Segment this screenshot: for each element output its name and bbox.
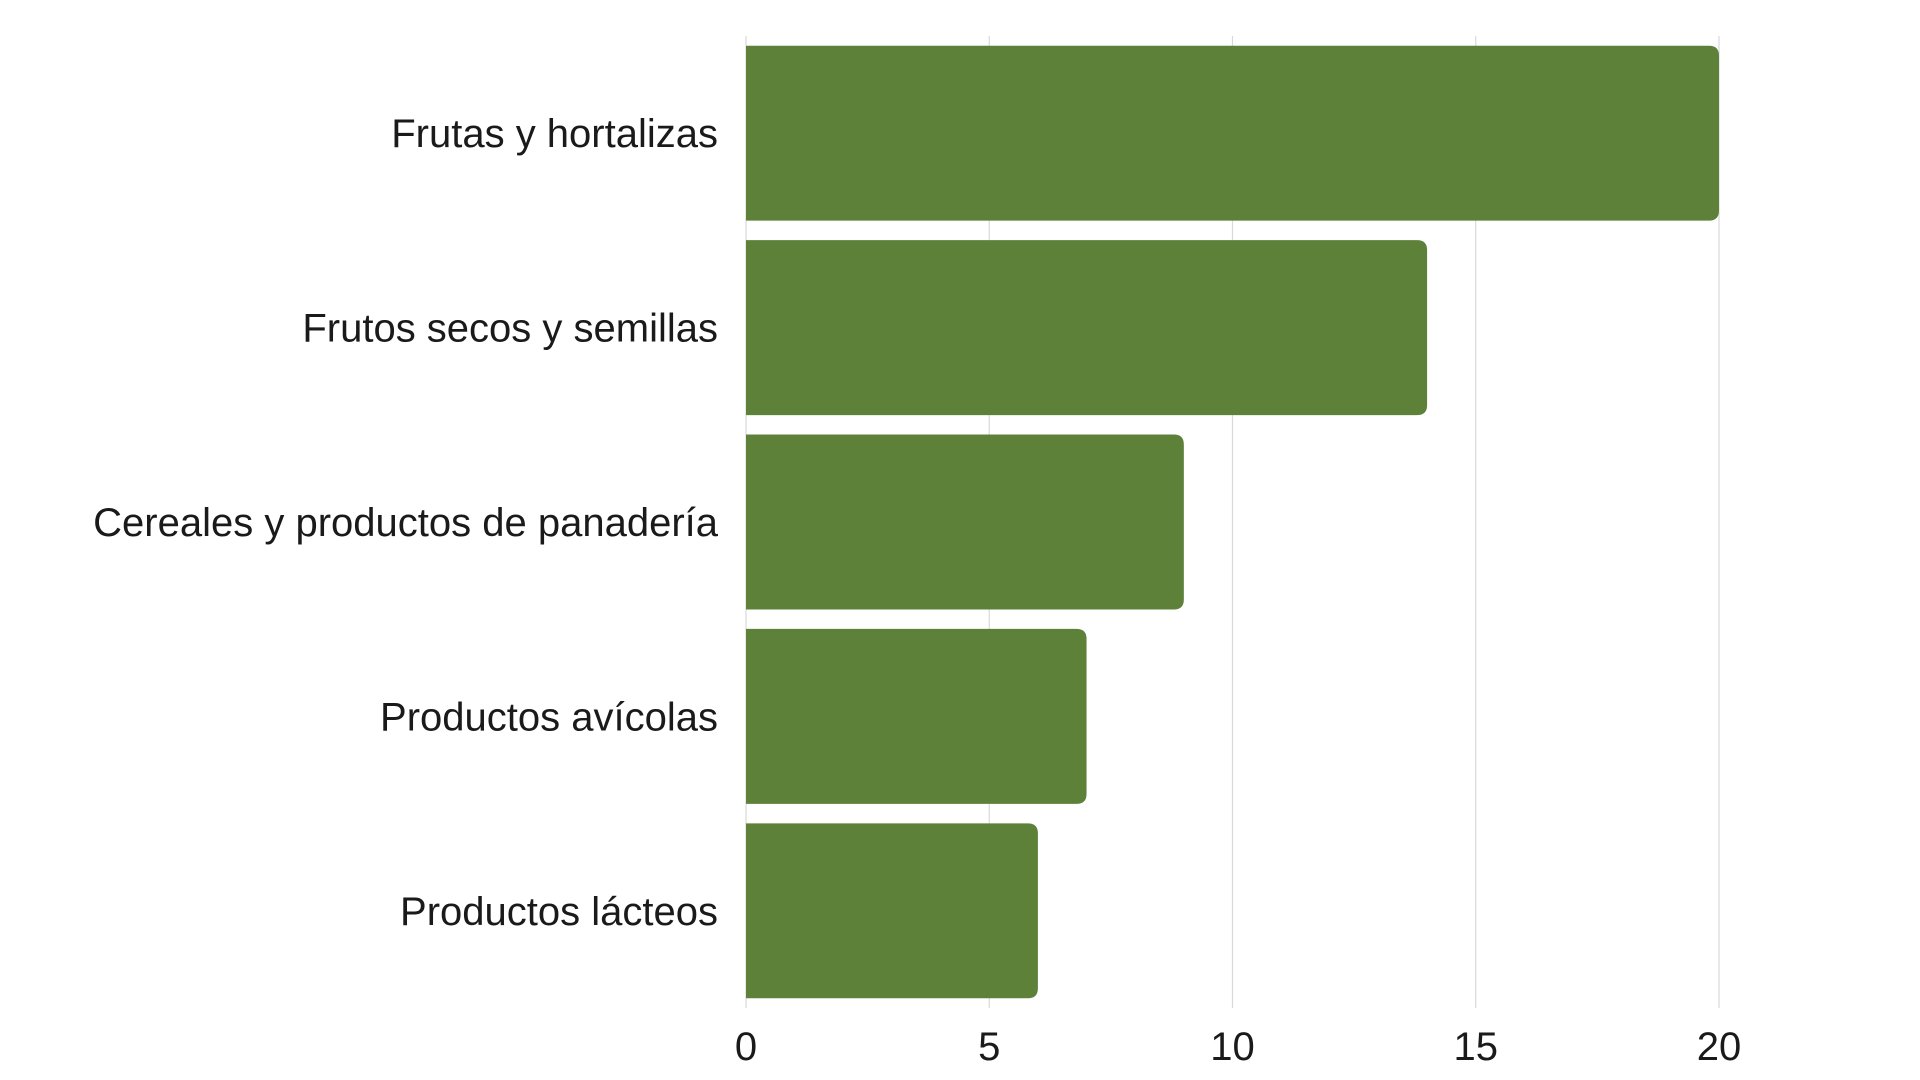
bar-4 — [746, 823, 1038, 999]
x-tick-label: 20 — [1697, 1025, 1742, 1069]
x-tick-label: 5 — [978, 1025, 1000, 1069]
bar-3 — [746, 628, 1087, 804]
bar-1 — [746, 240, 1428, 416]
x-tick-label: 10 — [1210, 1025, 1255, 1069]
category-label: Productos lácteos — [400, 890, 718, 934]
bar-0 — [746, 45, 1719, 221]
x-axis-ticks: 0 5 10 15 20 — [735, 1025, 1741, 1069]
x-tick-label: 15 — [1454, 1025, 1499, 1069]
category-label: Cereales y productos de panadería — [93, 501, 719, 545]
category-labels: Frutas y hortalizas Frutos secos y semill… — [93, 112, 719, 934]
category-label: Frutas y hortalizas — [391, 112, 718, 156]
bars — [746, 45, 1719, 999]
category-label: Frutos secos y semillas — [302, 307, 718, 351]
bar-2 — [746, 434, 1184, 610]
x-tick-label: 0 — [735, 1025, 757, 1069]
category-label: Productos avícolas — [380, 695, 718, 739]
